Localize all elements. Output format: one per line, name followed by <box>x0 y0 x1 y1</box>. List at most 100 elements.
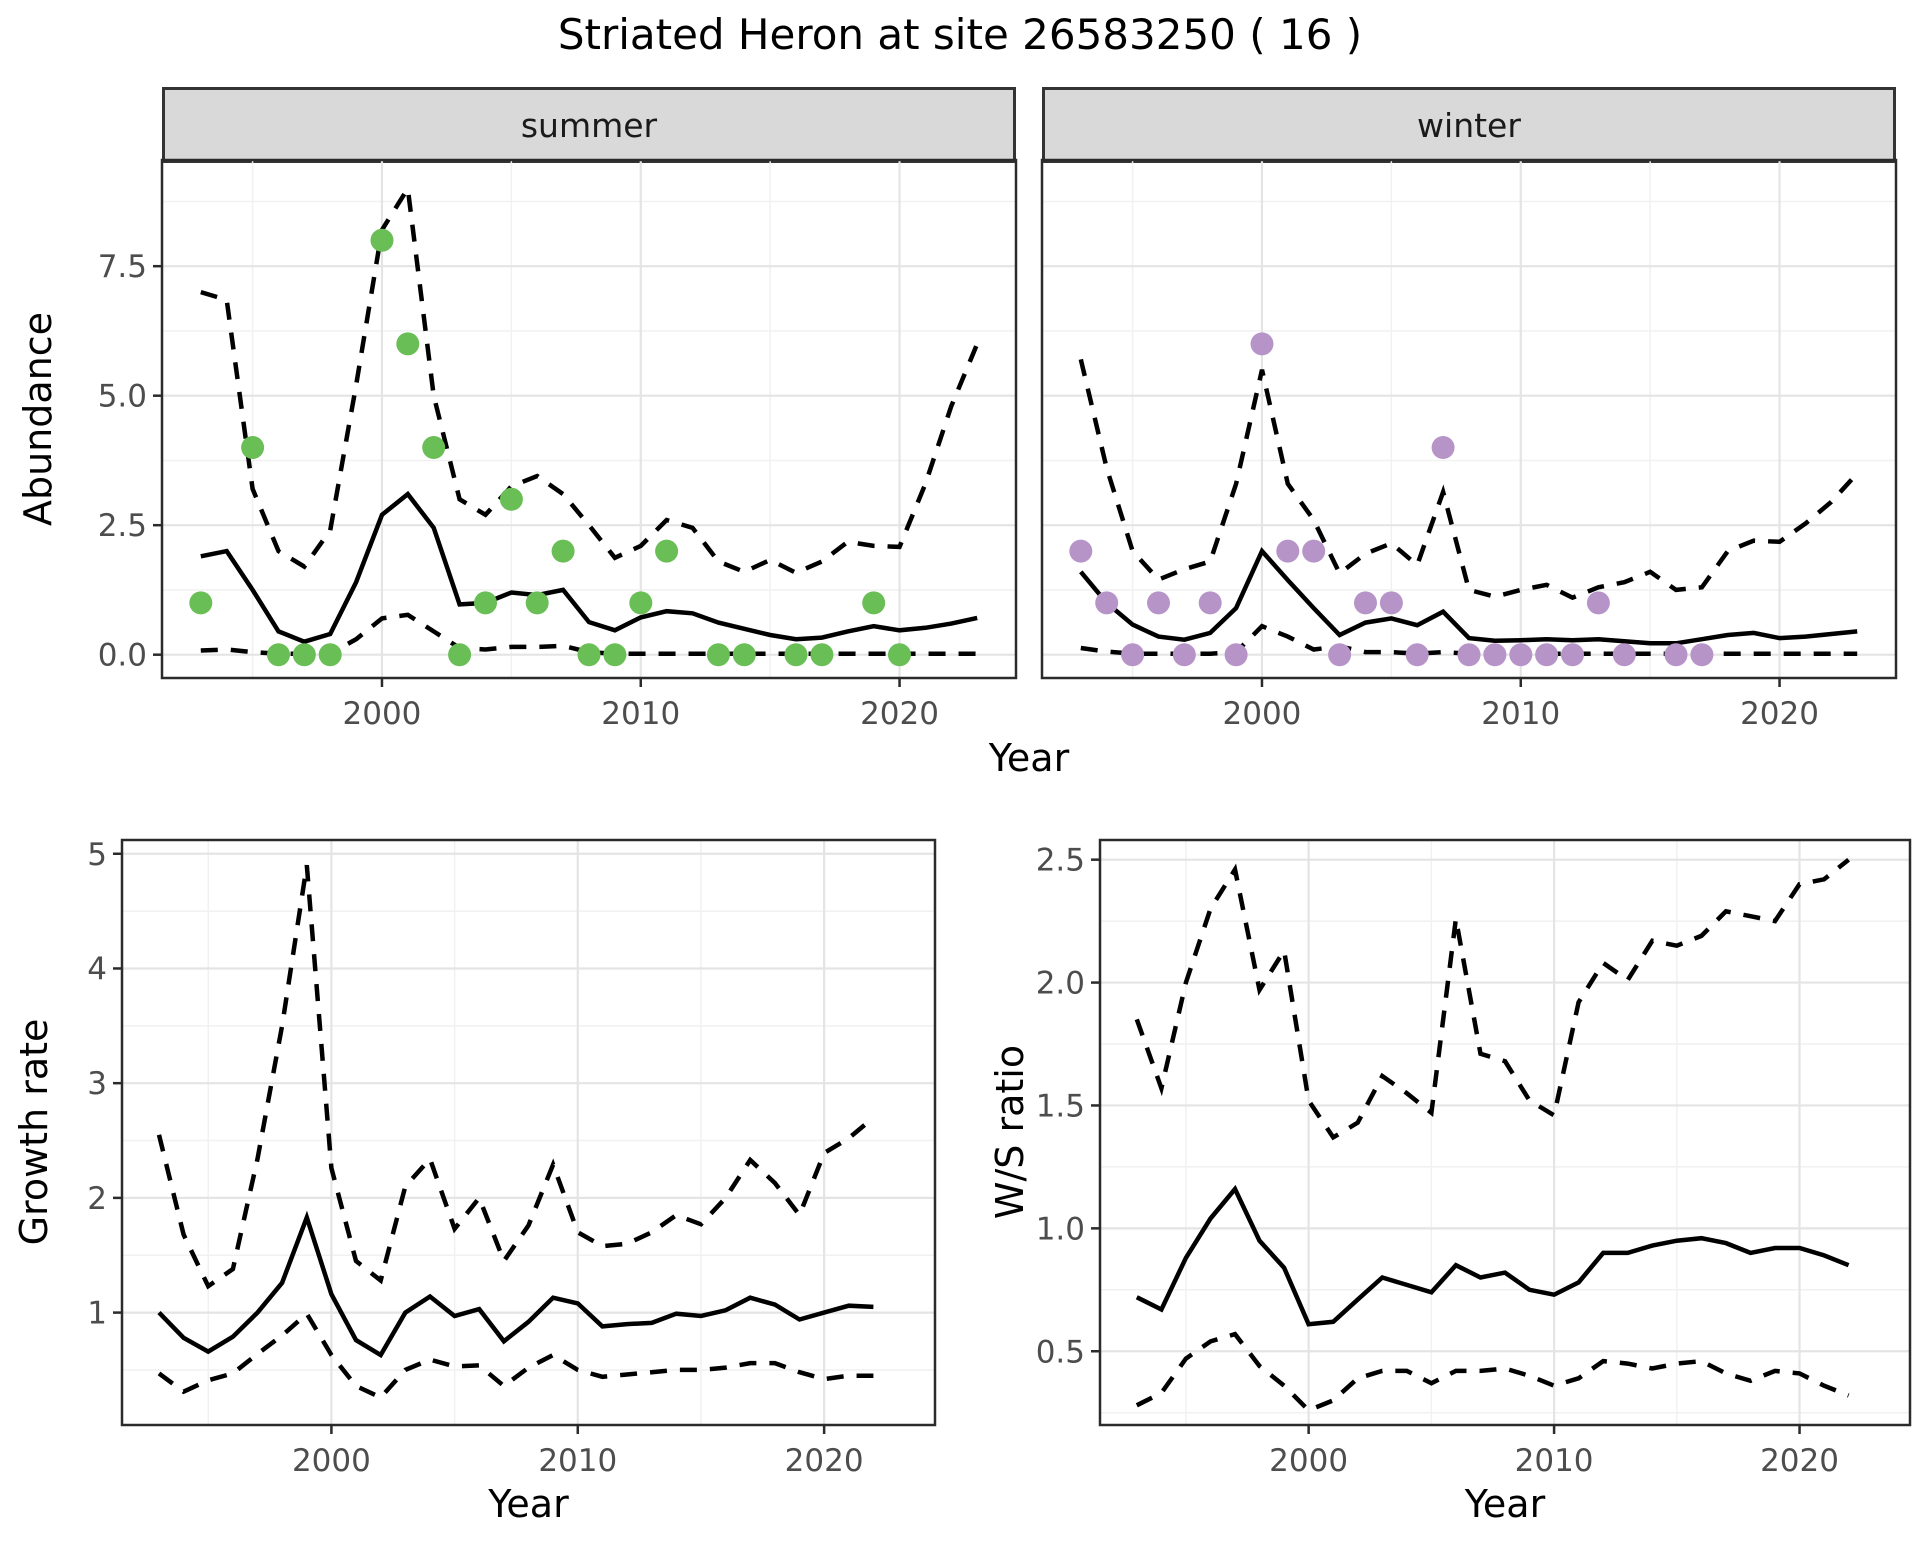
y-tick-label: 4 <box>87 951 107 987</box>
observation-point <box>706 643 730 667</box>
observation-point <box>862 591 886 615</box>
observation-point <box>1328 643 1352 667</box>
observation-point <box>1664 643 1688 667</box>
y-tick-label: 2.5 <box>98 508 147 544</box>
observation-point <box>603 643 627 667</box>
observation-point <box>1509 643 1533 667</box>
observation-point <box>732 643 756 667</box>
x-axis-title-year-top: Year <box>988 736 1070 780</box>
observation-point <box>655 539 679 563</box>
observation-point <box>396 332 420 356</box>
series-group <box>1134 857 1851 1413</box>
lower_ci-line <box>1135 1331 1850 1413</box>
x-tick-label: 2020 <box>860 696 939 732</box>
x-axis-title-year-growth: Year <box>488 1482 569 1526</box>
facet-strip-summer: summer <box>162 87 1016 163</box>
x-tick-label: 2000 <box>343 696 422 732</box>
panel-growth-rate: 2000 2010 2020 1 2 3 4 5 <box>87 837 937 1479</box>
observation-point <box>1457 643 1481 667</box>
observation-point <box>1586 591 1610 615</box>
x-tick-label: 2000 <box>1269 1443 1348 1479</box>
x-tick-label: 2010 <box>601 696 680 732</box>
observation-point <box>1483 643 1507 667</box>
observation-point <box>448 643 472 667</box>
y-tick-label: 0.5 <box>1036 1334 1085 1370</box>
observation-point <box>551 539 575 563</box>
x-tick-label: 2000 <box>292 1443 371 1479</box>
panel-ws-ratio: 2000 2010 2020 0.5 1.0 1.5 2.0 2.5 <box>1036 838 1912 1479</box>
observation-point <box>1690 643 1714 667</box>
observation-point <box>1431 436 1455 459</box>
panel-abundance-summer: 2000 2010 2020 0.0 2.5 5.0 7.5 <box>98 158 1018 732</box>
observation-point <box>474 591 497 615</box>
facet-strip-winter: winter <box>1042 87 1896 163</box>
observation-point <box>1535 643 1559 667</box>
observation-point <box>1121 643 1145 667</box>
y-tick-label: 2.5 <box>1036 843 1085 879</box>
upper_ci-line <box>200 181 980 576</box>
y-tick-label: 0.0 <box>98 638 147 674</box>
x-tick-label: 2020 <box>1760 1443 1839 1479</box>
x-tick-label: 2010 <box>538 1443 617 1479</box>
x-tick-label: 2010 <box>1515 1443 1594 1479</box>
observation-point <box>499 487 523 511</box>
observation-point <box>1405 643 1429 667</box>
observation-point <box>1172 643 1196 667</box>
observation-point <box>267 643 290 667</box>
y-tick-label: 2.0 <box>1036 966 1085 1002</box>
observation-point <box>629 591 653 615</box>
y-tick-label: 7.5 <box>98 249 147 285</box>
observation-point <box>1069 539 1093 563</box>
observation-point <box>810 643 834 667</box>
observation-point <box>1198 591 1222 615</box>
y-tick-label: 5 <box>87 837 107 873</box>
observation-point <box>1224 643 1248 667</box>
series-group <box>1078 358 1859 656</box>
observation-point <box>1250 332 1274 356</box>
observation-point <box>370 228 394 252</box>
observation-point <box>525 591 549 615</box>
observation-point <box>1612 643 1636 667</box>
median-line <box>157 1210 874 1359</box>
x-axis-title-year-ws: Year <box>1464 1482 1546 1526</box>
observation-point <box>577 643 601 667</box>
observation-point <box>189 591 213 615</box>
y-tick-label: 1.5 <box>1036 1088 1085 1124</box>
median-line <box>1135 1184 1850 1327</box>
y-tick-label: 2 <box>87 1181 107 1217</box>
panel-abundance-winter: 2000 2010 2020 <box>1040 158 1898 732</box>
x-tick-label: 2020 <box>1740 696 1819 732</box>
panel-border <box>1040 158 1898 680</box>
observation-point <box>318 643 342 667</box>
facet-strip-summer-label: summer <box>520 105 658 145</box>
observation-point <box>888 643 911 667</box>
observation-point <box>784 643 808 667</box>
observation-point <box>1379 591 1403 615</box>
x-tick-label: 2010 <box>1481 696 1560 732</box>
observation-point <box>292 643 316 667</box>
panel-border <box>120 838 937 1427</box>
observation-point <box>422 436 446 459</box>
observation-point <box>1561 643 1584 667</box>
y-tick-label: 1.0 <box>1036 1211 1085 1247</box>
lower_ci-line <box>157 1310 874 1401</box>
observation-point <box>1276 539 1300 563</box>
chart-title: Striated Heron at site 26583250 ( 16 ) <box>557 10 1363 59</box>
upper_ci-line <box>156 864 875 1290</box>
x-tick-label: 2000 <box>1223 696 1302 732</box>
observation-point <box>241 436 265 459</box>
observation-point <box>1354 591 1377 615</box>
median-line <box>200 490 978 645</box>
series-group <box>200 181 980 656</box>
y-tick-label: 3 <box>87 1066 107 1102</box>
upper_ci-line <box>1134 857 1851 1141</box>
y-tick-label: 5.0 <box>98 379 147 415</box>
x-tick-label: 2020 <box>785 1443 864 1479</box>
facet-strip-winter-label: winter <box>1417 105 1521 145</box>
observation-point <box>1302 539 1326 563</box>
panel-border <box>160 158 1018 680</box>
series-group <box>156 864 875 1401</box>
panel-border <box>1098 838 1912 1427</box>
y-tick-label: 1 <box>87 1296 107 1332</box>
